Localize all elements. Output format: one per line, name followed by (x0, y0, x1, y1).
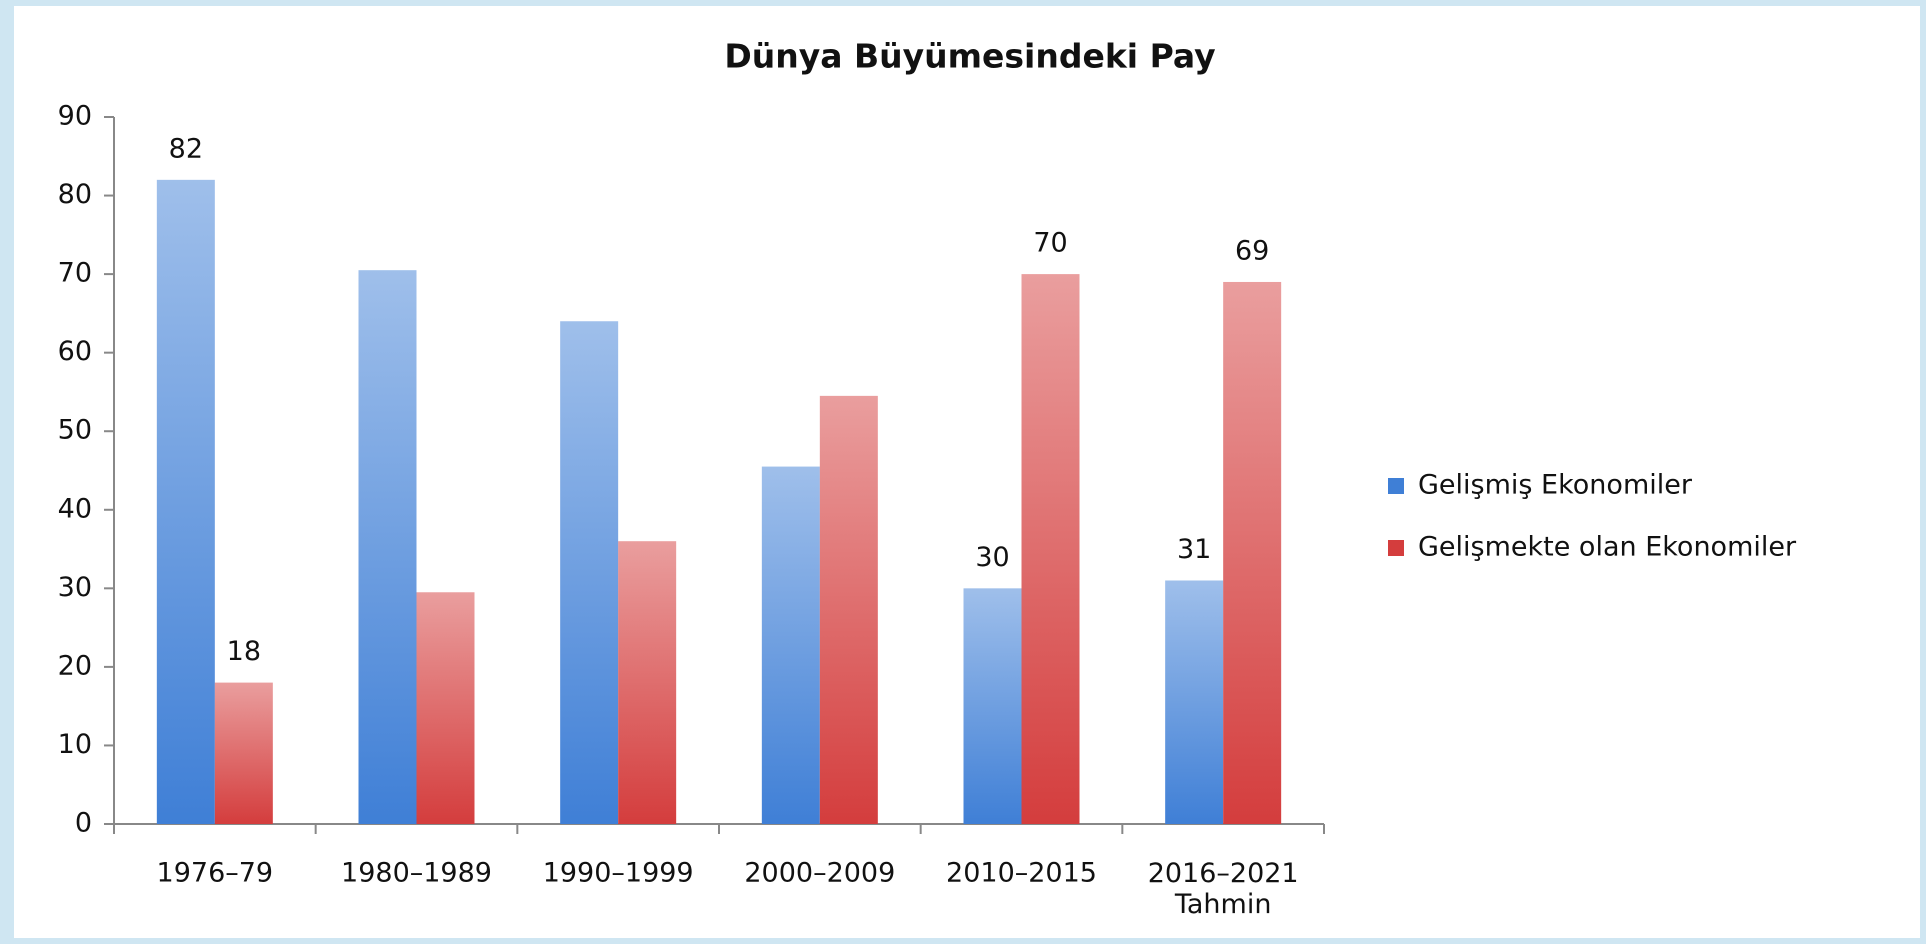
bar (1165, 580, 1224, 824)
chart-title: Dünya Büyümesindeki Pay (724, 37, 1215, 76)
legend-label: Gelişmekte olan Ekonomiler (1418, 532, 1797, 563)
x-tick-label: 1976–79 (157, 858, 274, 889)
legend-label: Gelişmiş Ekonomiler (1418, 470, 1693, 501)
data-label: 69 (1235, 235, 1269, 266)
bar (416, 592, 475, 824)
y-tick-label: 50 (58, 415, 92, 446)
data-label: 18 (227, 636, 261, 667)
legend-swatch (1388, 540, 1404, 556)
bar (963, 588, 1022, 824)
bar (560, 321, 619, 824)
y-tick-label: 40 (58, 493, 92, 524)
bar (358, 270, 417, 824)
bar (1223, 281, 1282, 824)
x-tick-label: 2000–2009 (744, 858, 895, 889)
data-label: 70 (1033, 228, 1067, 259)
bar (156, 179, 215, 824)
bar (618, 541, 677, 824)
legend-swatch (1388, 478, 1404, 494)
y-tick-label: 80 (58, 179, 92, 210)
data-label: 82 (169, 133, 203, 164)
x-tick-label: 2016–2021 Tahmin (1148, 858, 1299, 920)
y-tick-label: 10 (58, 729, 92, 760)
y-tick-label: 20 (58, 650, 92, 681)
y-tick-label: 30 (58, 572, 92, 603)
x-tick-label: 1980–1989 (341, 858, 492, 889)
y-tick-label: 60 (58, 336, 92, 367)
data-label: 30 (975, 542, 1009, 573)
bar (214, 682, 273, 824)
x-tick-label: 2010–2015 (946, 858, 1097, 889)
x-tick-label: 1990–1999 (543, 858, 694, 889)
y-tick-label: 70 (58, 258, 92, 289)
data-label: 31 (1177, 534, 1211, 565)
y-tick-label: 90 (58, 101, 92, 132)
bar (761, 466, 820, 824)
bar (819, 395, 878, 824)
bar (1021, 274, 1080, 825)
y-tick-label: 0 (75, 808, 92, 839)
